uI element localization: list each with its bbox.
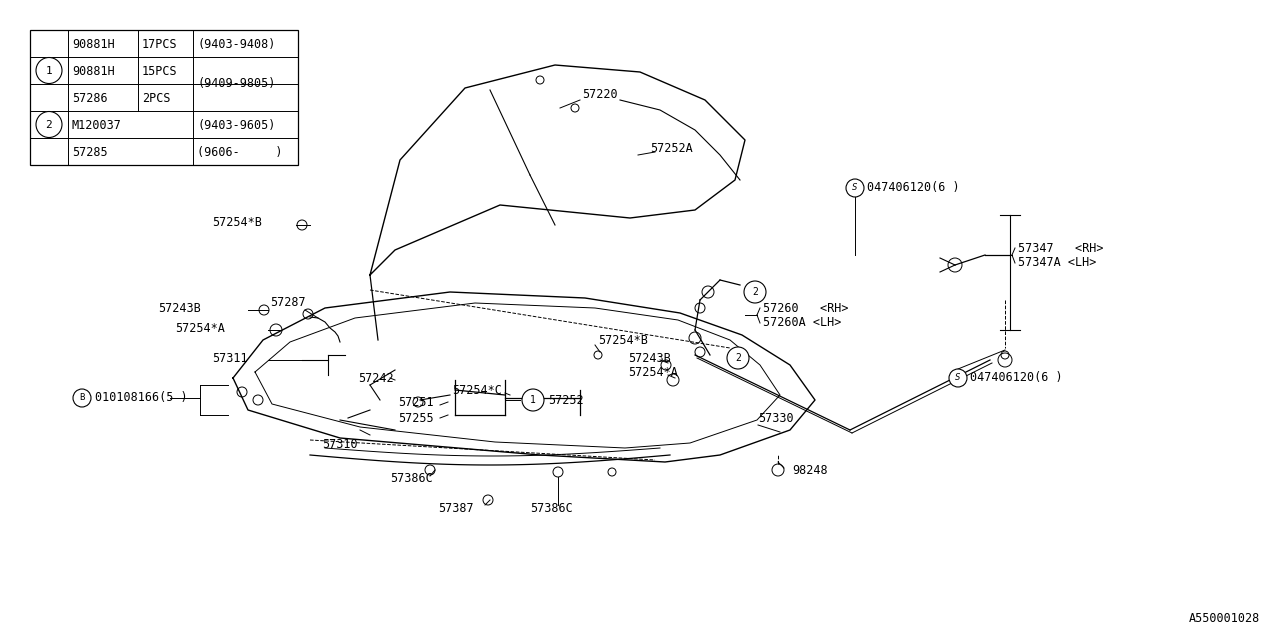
Text: 1: 1	[530, 395, 536, 405]
Text: 57255: 57255	[398, 412, 434, 424]
Text: 57252: 57252	[548, 394, 584, 406]
Text: 2: 2	[46, 120, 52, 129]
Text: 90881H: 90881H	[72, 38, 115, 51]
Text: 57387: 57387	[438, 502, 474, 515]
Bar	[29, 30, 298, 165]
Text: 57254*B: 57254*B	[212, 216, 262, 228]
Text: 15PCS: 15PCS	[142, 65, 178, 78]
Text: 57243B: 57243B	[628, 351, 671, 365]
Circle shape	[948, 369, 966, 387]
Text: (9606-     ): (9606- )	[197, 147, 283, 159]
Text: (9403-9408): (9403-9408)	[197, 38, 275, 51]
Text: A550001028: A550001028	[1189, 612, 1260, 625]
Text: 57287: 57287	[270, 296, 306, 310]
Circle shape	[73, 389, 91, 407]
Text: 57254*C: 57254*C	[452, 383, 502, 397]
Text: 2PCS: 2PCS	[142, 92, 170, 106]
Text: 047406120(6 ): 047406120(6 )	[970, 371, 1062, 385]
Text: 010108166(5 ): 010108166(5 )	[95, 392, 188, 404]
Circle shape	[36, 111, 61, 138]
Text: 57347   <RH>: 57347 <RH>	[1018, 241, 1103, 255]
Text: (9403-9605): (9403-9605)	[197, 119, 275, 132]
Text: 90881H: 90881H	[72, 65, 115, 78]
Text: 98248: 98248	[792, 463, 828, 477]
Text: 57254*B: 57254*B	[598, 333, 648, 346]
Text: 047406120(6 ): 047406120(6 )	[867, 182, 960, 195]
Text: B: B	[79, 394, 84, 403]
Text: 57243B: 57243B	[157, 301, 201, 314]
Text: S: S	[955, 374, 961, 383]
Text: 57242: 57242	[358, 371, 394, 385]
Text: 57285: 57285	[72, 147, 108, 159]
Text: 57286: 57286	[72, 92, 108, 106]
Text: 57330: 57330	[758, 412, 794, 424]
Circle shape	[846, 179, 864, 197]
Text: M120037: M120037	[72, 119, 122, 132]
Text: 2: 2	[735, 353, 741, 363]
Circle shape	[36, 58, 61, 83]
Text: S: S	[852, 184, 858, 193]
Text: 57260A <LH>: 57260A <LH>	[763, 317, 841, 330]
Text: 57386C: 57386C	[390, 472, 433, 484]
Text: 57260   <RH>: 57260 <RH>	[763, 301, 849, 314]
Text: 57252A: 57252A	[650, 141, 692, 154]
Text: 2: 2	[753, 287, 758, 297]
Text: 57254*A: 57254*A	[175, 321, 225, 335]
Circle shape	[744, 281, 765, 303]
Circle shape	[522, 389, 544, 411]
Text: 57251: 57251	[398, 397, 434, 410]
Circle shape	[727, 347, 749, 369]
Text: 17PCS: 17PCS	[142, 38, 178, 51]
Text: 57386C: 57386C	[530, 502, 572, 515]
Text: (9409-9805): (9409-9805)	[197, 77, 275, 90]
Text: 57254*A: 57254*A	[628, 365, 678, 378]
Text: 57311: 57311	[212, 351, 247, 365]
Text: 57310: 57310	[323, 438, 357, 451]
Text: 57220: 57220	[582, 88, 618, 102]
Text: 57347A <LH>: 57347A <LH>	[1018, 257, 1097, 269]
Text: 1: 1	[46, 65, 52, 76]
